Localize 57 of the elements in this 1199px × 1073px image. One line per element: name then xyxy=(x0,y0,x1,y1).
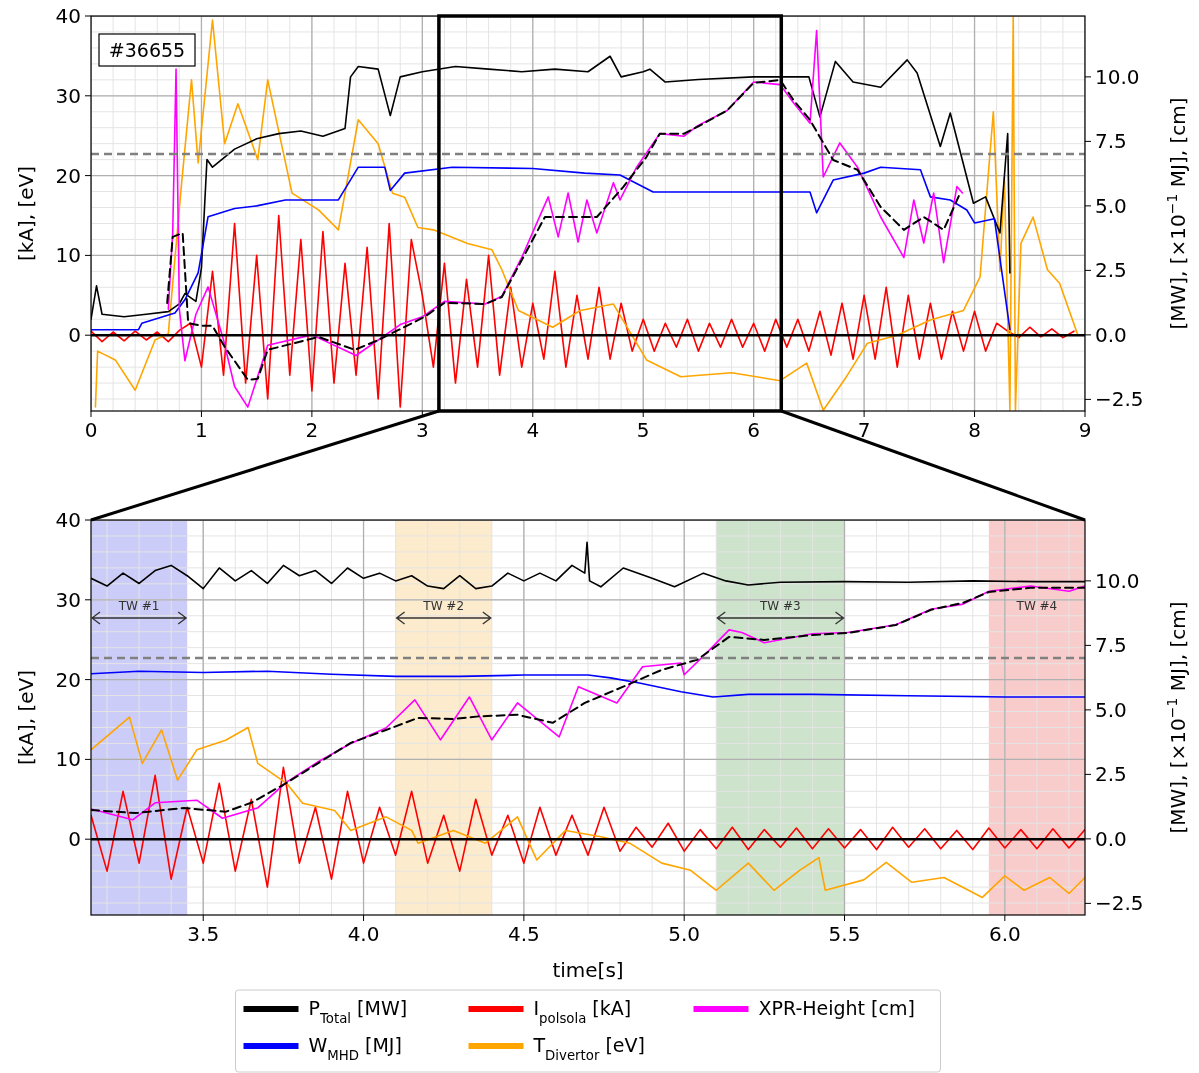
y-tick-label: 40 xyxy=(55,508,81,532)
y-tick-label: 20 xyxy=(55,163,81,188)
y-tick-label: 20 xyxy=(55,667,81,692)
band-label: TW #4 xyxy=(1015,599,1058,613)
x-tick-label: 5.0 xyxy=(668,922,701,946)
y2-tick-label: 10.0 xyxy=(1095,568,1140,593)
x-tick-label: 1 xyxy=(195,418,208,442)
x-tick-label: 3 xyxy=(415,418,429,442)
x-tick-label: 3.5 xyxy=(187,922,220,946)
annotation: #36655 xyxy=(108,39,186,61)
y-tick-label: 30 xyxy=(55,587,81,612)
x-tick-label: 4 xyxy=(526,418,540,442)
y2-tick-label: −2.5 xyxy=(1095,387,1144,412)
x-tick-label: 8 xyxy=(968,418,981,442)
legend-label: T$_{Divertor}$ [eV] xyxy=(532,1034,645,1063)
y-axis-title: [kA], [eV] xyxy=(14,165,38,262)
x-tick-label: 7 xyxy=(857,418,871,442)
line-series xyxy=(91,716,1085,899)
x-tick-label: 9 xyxy=(1078,418,1092,442)
legend-label: W$_{MHD}$ [MJ] xyxy=(308,1034,402,1063)
y-tick-label: 40 xyxy=(55,4,81,28)
y-tick-label: 0 xyxy=(68,827,81,852)
y2-tick-label: −2.5 xyxy=(1095,891,1144,916)
y-tick-label: 10 xyxy=(55,243,81,268)
line-series xyxy=(94,16,1079,411)
line-series xyxy=(91,214,1075,408)
x-tick-label: 0 xyxy=(84,418,98,442)
line-series xyxy=(91,766,1085,888)
legend-label: XPR-Height [cm] xyxy=(758,997,915,1019)
y2-tick-label: 2.5 xyxy=(1095,258,1127,283)
x-tick-label: 5.5 xyxy=(828,922,861,946)
x-tick-label: 6.0 xyxy=(988,922,1021,946)
y2-tick-label: 0.0 xyxy=(1095,322,1127,347)
y-tick-label: 30 xyxy=(55,83,81,108)
x-tick-label: 4.0 xyxy=(347,922,380,946)
y2-tick-label: 5.0 xyxy=(1095,193,1127,218)
band-label: TW #2 xyxy=(422,599,465,613)
band-label: TW #3 xyxy=(759,599,801,613)
y2-tick-label: 0.0 xyxy=(1095,826,1127,851)
y2-tick-label: 7.5 xyxy=(1095,633,1127,658)
legend-label: I$_{polsola}$ [kA] xyxy=(533,997,632,1026)
y2-tick-label: 2.5 xyxy=(1095,762,1127,787)
legend-label: P$_{Total}$ [MW] xyxy=(308,997,408,1026)
band-label: TW #1 xyxy=(117,599,160,613)
line-series xyxy=(91,166,1011,331)
y2-tick-label: 10.0 xyxy=(1095,64,1140,89)
x-tick-label: 4.5 xyxy=(507,922,540,946)
line-series xyxy=(91,670,1085,698)
x-axis-title: time[s] xyxy=(552,958,624,982)
y-tick-label: 0 xyxy=(68,323,81,348)
x-tick-label: 2 xyxy=(305,418,319,442)
y2-tick-label: 5.0 xyxy=(1095,697,1127,722)
y-axis-title: [kA], [eV] xyxy=(14,669,38,766)
x-tick-label: 6 xyxy=(747,418,761,442)
y2-tick-label: 7.5 xyxy=(1095,129,1127,154)
y-tick-label: 10 xyxy=(55,747,81,772)
x-tick-label: 5 xyxy=(636,418,650,442)
